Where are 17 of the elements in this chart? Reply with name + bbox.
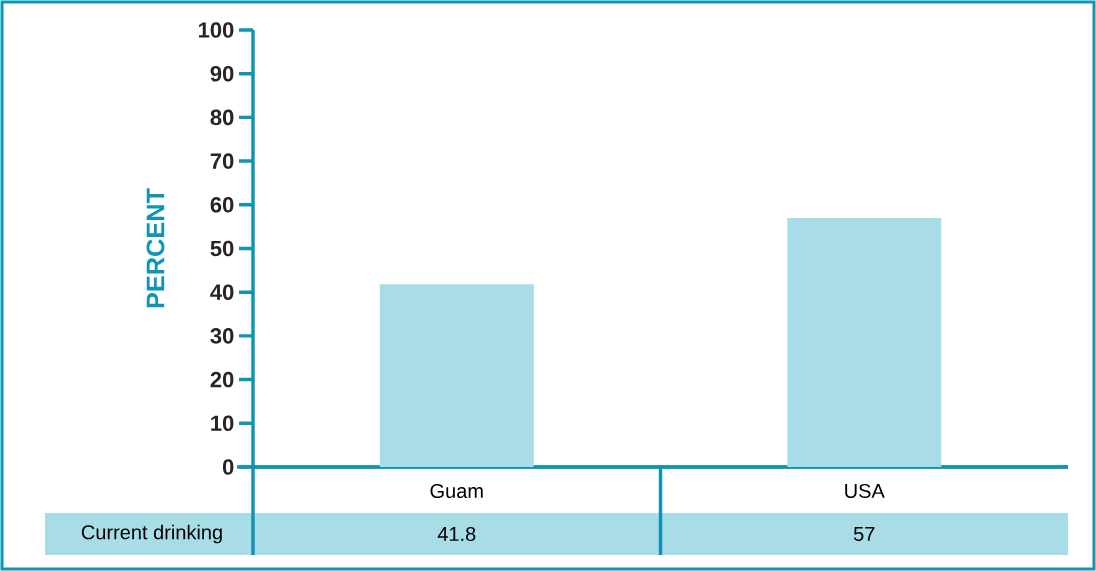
y-tick-label: 20 [210, 371, 234, 388]
y-tick-label: 0 [222, 459, 234, 475]
y-tick-label: 70 [210, 153, 234, 169]
y-tick-label: 40 [210, 284, 234, 300]
x-tick-label: Guam [430, 483, 483, 499]
data-label: 41.8 [437, 526, 476, 542]
x-tick-label: USA [845, 483, 885, 499]
y-tick-label: 30 [210, 328, 234, 344]
y-axis-title: PERCENT [146, 188, 165, 308]
data-label: 57 [853, 527, 875, 541]
y-tick-label: 80 [210, 109, 234, 126]
y-tick-label: 60 [210, 196, 234, 213]
y-tick-label: 100 [198, 22, 234, 38]
text: Current drinking [81, 524, 222, 544]
y-tick-label: 90 [210, 65, 234, 82]
y-tick-label: 50 [210, 240, 234, 257]
y-tick-label: 10 [211, 415, 234, 432]
